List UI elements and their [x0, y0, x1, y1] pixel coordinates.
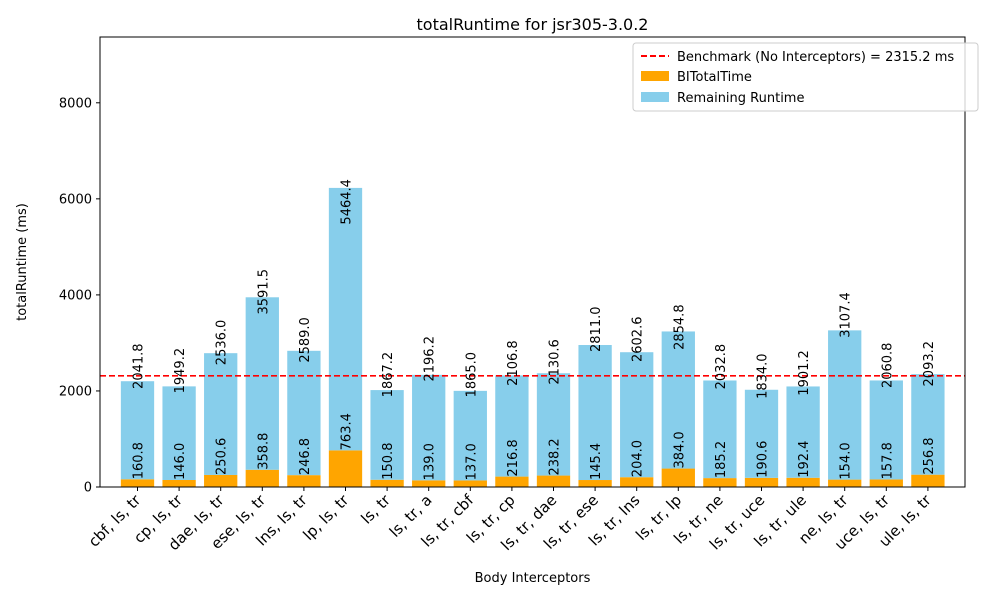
bar-remaining-runtime — [245, 297, 279, 470]
data-label-remaining-runtime: 2854.8 — [672, 304, 687, 350]
data-label-bitotaltime: 246.8 — [298, 438, 313, 475]
bar-bitotaltime — [786, 477, 820, 487]
bar-remaining-runtime — [828, 330, 862, 480]
data-label-bitotaltime: 763.4 — [340, 413, 355, 450]
legend: Benchmark (No Interceptors) = 2315.2 ms … — [632, 42, 979, 112]
legend-remaining-runtime-swatch — [641, 92, 669, 102]
x-axis-title: Body Interceptors — [475, 571, 591, 586]
bar-remaining-runtime — [620, 352, 654, 478]
bar-bitotaltime — [120, 479, 155, 487]
legend-box — [632, 42, 979, 112]
plot-frame — [99, 36, 966, 488]
data-label-bitotaltime: 185.2 — [714, 441, 729, 478]
data-label-remaining-runtime: 2589.0 — [298, 317, 313, 363]
bar-bitotaltime — [453, 480, 487, 487]
data-label-bitotaltime: 157.8 — [880, 442, 895, 479]
data-label-remaining-runtime: 2106.8 — [506, 340, 521, 386]
bar-bitotaltime — [661, 468, 695, 487]
data-label-bitotaltime: 154.0 — [839, 442, 854, 479]
legend-remaining-runtime-label: Remaining Runtime — [677, 91, 804, 106]
bar-bitotaltime — [620, 477, 654, 487]
data-label-remaining-runtime: 2811.0 — [589, 307, 604, 353]
data-label-remaining-runtime: 3591.5 — [256, 269, 271, 315]
bar-bitotaltime — [204, 474, 238, 487]
data-label-remaining-runtime: 2536.0 — [215, 320, 230, 366]
data-label-bitotaltime: 384.0 — [672, 431, 687, 468]
bar-bitotaltime — [162, 479, 196, 487]
chart-title: totalRuntime for jsr305-3.0.2 — [417, 15, 649, 34]
data-label-bitotaltime: 145.4 — [589, 443, 604, 480]
y-tick-label: 8000 — [59, 96, 92, 111]
bar-remaining-runtime — [162, 386, 196, 480]
data-label-remaining-runtime: 2060.8 — [880, 343, 895, 389]
data-label-remaining-runtime: 1865.0 — [464, 352, 479, 398]
data-label-remaining-runtime: 1949.2 — [173, 348, 188, 394]
bar-remaining-runtime — [744, 389, 779, 478]
data-label-bitotaltime: 160.8 — [132, 442, 147, 479]
bar-bitotaltime — [828, 479, 862, 487]
data-label-bitotaltime: 137.0 — [464, 443, 479, 480]
bar-remaining-runtime — [661, 331, 695, 469]
data-label-bitotaltime: 139.0 — [423, 443, 438, 480]
data-label-bitotaltime: 256.8 — [922, 437, 937, 474]
bar-remaining-runtime — [911, 374, 945, 475]
bar-bitotaltime — [911, 474, 945, 487]
data-label-remaining-runtime: 2041.8 — [132, 343, 147, 389]
legend-benchmark-label: Benchmark (No Interceptors) = 2315.2 ms — [677, 50, 954, 65]
bar-remaining-runtime — [703, 380, 737, 479]
y-tick-label: 6000 — [59, 192, 92, 207]
bar-bitotaltime — [536, 475, 571, 487]
bar-bitotaltime — [412, 480, 446, 487]
y-tick-label: 4000 — [59, 288, 92, 303]
data-label-bitotaltime: 358.8 — [256, 433, 271, 470]
data-label-bitotaltime: 204.0 — [631, 440, 646, 477]
bar-remaining-runtime — [204, 353, 238, 475]
data-label-remaining-runtime: 2602.6 — [631, 317, 646, 363]
plot-area: 160.8 2041.8 146.0 1949.2 250.6 2536.0 358.8 35… — [100, 179, 965, 487]
data-label-remaining-runtime: 5464.4 — [340, 179, 355, 225]
y-axis: 0 2000 4000 6000 8000 — [59, 96, 100, 496]
data-label-remaining-runtime: 2196.2 — [423, 336, 438, 382]
bar-remaining-runtime — [412, 374, 446, 481]
data-label-remaining-runtime: 3107.4 — [839, 292, 854, 338]
bar-bitotaltime — [703, 478, 737, 487]
legend-bitotaltime-label: BITotalTime — [677, 70, 752, 85]
bar-bitotaltime — [328, 450, 363, 487]
data-label-bitotaltime: 146.0 — [173, 443, 188, 480]
legend-bitotaltime-swatch — [641, 71, 669, 81]
bar-remaining-runtime — [287, 350, 321, 476]
data-label-bitotaltime: 150.8 — [381, 443, 396, 480]
bar-bitotaltime — [744, 477, 779, 487]
y-tick-label: 2000 — [59, 384, 92, 399]
bar-remaining-runtime — [120, 381, 155, 480]
bar-bitotaltime — [495, 476, 529, 487]
bar-bitotaltime — [869, 479, 903, 487]
bar-bitotaltime — [287, 475, 321, 487]
data-label-bitotaltime: 238.2 — [548, 438, 563, 475]
bar-bitotaltime — [578, 480, 612, 487]
data-label-remaining-runtime: 2093.2 — [922, 341, 937, 387]
data-label-remaining-runtime: 2032.8 — [714, 344, 729, 390]
data-label-bitotaltime: 190.6 — [756, 441, 771, 478]
y-tick-label: 0 — [84, 481, 92, 496]
bar-remaining-runtime — [786, 386, 820, 478]
data-label-bitotaltime: 250.6 — [215, 438, 230, 475]
bar-remaining-runtime — [869, 380, 903, 480]
bar-remaining-runtime — [495, 375, 529, 477]
data-label-remaining-runtime: 1834.0 — [756, 353, 771, 399]
bar-bitotaltime — [370, 479, 404, 487]
data-label-remaining-runtime: 2130.6 — [548, 339, 563, 385]
bar-remaining-runtime — [578, 345, 612, 481]
data-label-bitotaltime: 216.8 — [506, 439, 521, 476]
bar-remaining-runtime — [370, 390, 404, 480]
bar-remaining-runtime — [453, 390, 487, 481]
bar-remaining-runtime — [536, 373, 571, 476]
data-label-bitotaltime: 192.4 — [797, 441, 812, 478]
data-label-remaining-runtime: 1901.2 — [797, 350, 812, 396]
bar-remaining-runtime — [328, 187, 363, 451]
data-label-remaining-runtime: 1867.2 — [381, 352, 396, 398]
bar-bitotaltime — [245, 469, 279, 487]
y-axis-title: totalRuntime (ms) — [15, 203, 30, 321]
